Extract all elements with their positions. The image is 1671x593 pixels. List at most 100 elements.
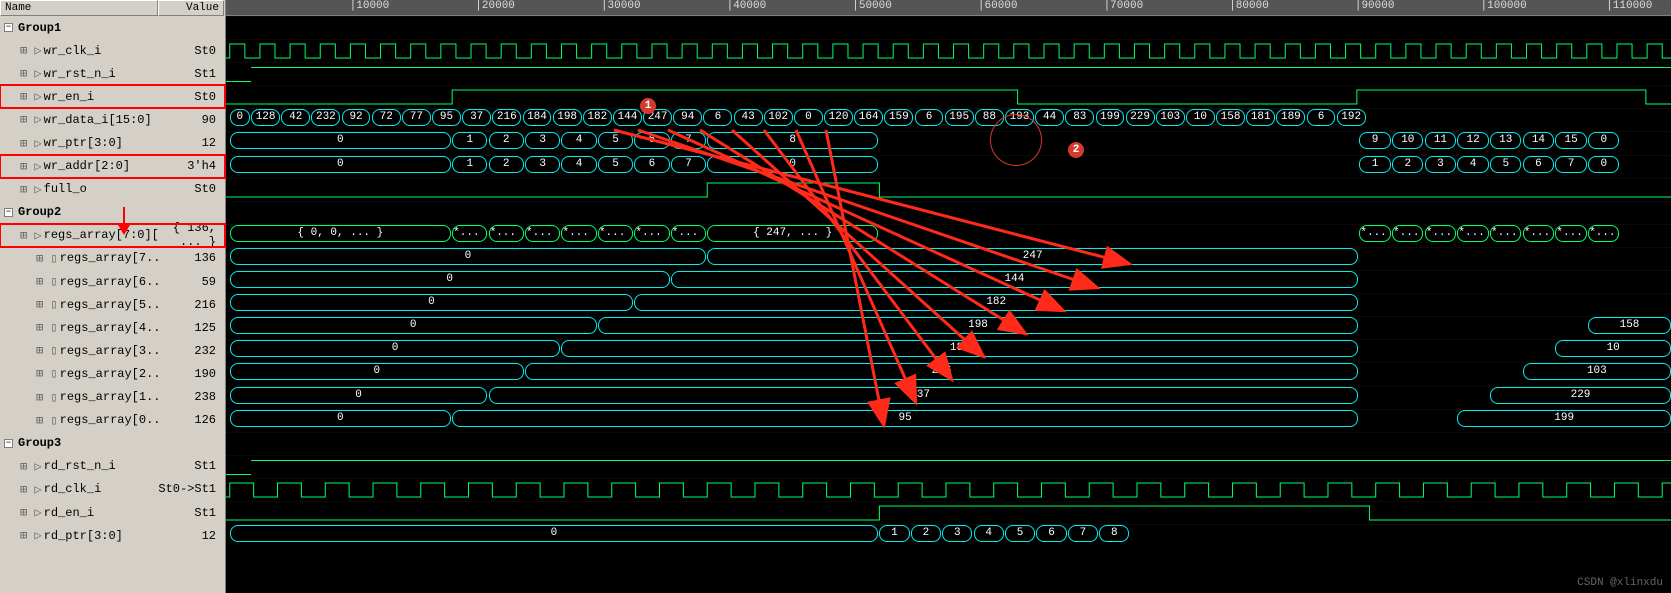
signal-row[interactable]: ⊞ ▯ regs_array[5...216 bbox=[0, 293, 225, 316]
signal-row[interactable]: ⊞ ▷ regs_array[7:0][...{ 136, ... } bbox=[0, 224, 225, 247]
bus-segment: 0 bbox=[794, 109, 823, 126]
ruler-tick: |60000 bbox=[978, 0, 1018, 12]
bus-segment: 229 bbox=[1490, 387, 1671, 404]
bus-segment: 2 bbox=[489, 132, 524, 149]
signal-value: St0->St1 bbox=[158, 482, 224, 496]
signal-row[interactable]: ⊞ ▯ regs_array[4...125 bbox=[0, 316, 225, 339]
bus-segment: { 247, ... } bbox=[707, 225, 878, 242]
bus-segment: 192 bbox=[1337, 109, 1366, 126]
bus-segment: 4 bbox=[974, 525, 1004, 542]
wave-row bbox=[226, 478, 1671, 501]
collapse-icon[interactable]: − bbox=[4, 23, 13, 32]
signal-tree: −Group1⊞ ▷ wr_clk_iSt0⊞ ▷ wr_rst_n_iSt1⊞… bbox=[0, 16, 225, 547]
signal-row[interactable]: ⊞ ▷ rd_en_iSt1 bbox=[0, 501, 225, 524]
signal-value: 232 bbox=[158, 344, 224, 358]
signal-value: 90 bbox=[158, 113, 224, 127]
bus-segment: 229 bbox=[1126, 109, 1155, 126]
signal-row[interactable]: ⊞ ▷ rd_clk_iSt0->St1 bbox=[0, 478, 225, 501]
signal-name: ⊞ ▷ rd_rst_n_i bbox=[0, 459, 158, 474]
bus-segment: 216 bbox=[525, 363, 1358, 380]
signal-row[interactable]: ⊞ ▷ full_oSt0 bbox=[0, 178, 225, 201]
signal-name: ⊞ ▯ regs_array[7... bbox=[0, 251, 158, 266]
bus-segment: *... } bbox=[561, 225, 596, 242]
waveform-area[interactable]: |10000|20000|30000|40000|50000|60000|700… bbox=[226, 0, 1671, 593]
signal-row[interactable]: ⊞ ▷ wr_clk_iSt0 bbox=[0, 39, 225, 62]
bus-segment: 0 bbox=[707, 156, 878, 173]
bus-segment: 1 bbox=[452, 156, 487, 173]
bus-segment: 0 bbox=[230, 387, 488, 404]
wave-row: 01234567891011121314150 bbox=[226, 131, 1671, 154]
bus-segment: 158 bbox=[1216, 109, 1245, 126]
bus-segment: 6 bbox=[1307, 109, 1336, 126]
col-name-header[interactable]: Name bbox=[0, 0, 158, 16]
signal-value: 238 bbox=[158, 390, 224, 404]
bus-segment: 120 bbox=[824, 109, 853, 126]
wave-row bbox=[226, 16, 1671, 39]
ruler-tick: |50000 bbox=[852, 0, 892, 12]
bus-segment: 189 bbox=[1276, 109, 1305, 126]
group-row[interactable]: −Group2 bbox=[0, 201, 225, 224]
wave-row bbox=[226, 432, 1671, 455]
bus-segment: 2 bbox=[1392, 156, 1423, 173]
signal-row[interactable]: ⊞ ▷ wr_addr[2:0]3'h4 bbox=[0, 155, 225, 178]
bus-segment: 43 bbox=[734, 109, 763, 126]
collapse-icon[interactable]: − bbox=[4, 439, 13, 448]
bus-segment: 95 bbox=[432, 109, 461, 126]
time-ruler[interactable]: |10000|20000|30000|40000|50000|60000|700… bbox=[226, 0, 1671, 16]
wave-row bbox=[226, 85, 1671, 108]
bus-segment: 37 bbox=[489, 387, 1359, 404]
bus-segment: 5 bbox=[598, 132, 633, 149]
signal-row[interactable]: ⊞ ▷ rd_ptr[3:0]12 bbox=[0, 524, 225, 547]
ruler-tick: |90000 bbox=[1355, 0, 1395, 12]
signal-name: −Group3 bbox=[0, 436, 158, 450]
signal-row[interactable]: ⊞ ▯ regs_array[6...59 bbox=[0, 270, 225, 293]
signal-row[interactable]: ⊞ ▷ wr_rst_n_iSt1 bbox=[0, 62, 225, 85]
signal-row[interactable]: ⊞ ▯ regs_array[2...190 bbox=[0, 362, 225, 385]
bus-segment: 77 bbox=[402, 109, 431, 126]
signal-row[interactable]: ⊞ ▯ regs_array[3...232 bbox=[0, 339, 225, 362]
signal-row[interactable]: ⊞ ▷ wr_ptr[3:0]12 bbox=[0, 131, 225, 154]
wave-row bbox=[226, 39, 1671, 62]
bus-segment: 4 bbox=[1457, 156, 1488, 173]
bus-segment: 158 bbox=[1588, 317, 1671, 334]
ruler-tick: |80000 bbox=[1229, 0, 1269, 12]
col-value-header[interactable]: Value bbox=[158, 0, 224, 16]
collapse-icon[interactable]: − bbox=[4, 208, 13, 217]
signal-value: St0 bbox=[158, 182, 224, 196]
signal-row[interactable]: ⊞ ▷ wr_en_iSt0 bbox=[0, 85, 225, 108]
bus-segment: 8 bbox=[1099, 525, 1129, 542]
group-row[interactable]: −Group1 bbox=[0, 16, 225, 39]
signal-row[interactable]: ⊞ ▷ wr_data_i[15:0]90 bbox=[0, 108, 225, 131]
bus-segment: 1 bbox=[1359, 156, 1390, 173]
signal-value: 216 bbox=[158, 298, 224, 312]
bus-segment: 0 bbox=[230, 248, 706, 265]
bus-segment: 44 bbox=[1035, 109, 1064, 126]
signal-name: ⊞ ▷ wr_en_i bbox=[0, 89, 158, 104]
bus-segment: 182 bbox=[634, 294, 1358, 311]
signal-value: St1 bbox=[158, 506, 224, 520]
annotation-arrow-icon bbox=[118, 225, 130, 235]
annotation-circle bbox=[990, 114, 1042, 166]
signal-row[interactable]: ⊞ ▯ regs_array[7...136 bbox=[0, 247, 225, 270]
bus-segment: 195 bbox=[945, 109, 974, 126]
bus-segment: 7 bbox=[1068, 525, 1098, 542]
group-row[interactable]: −Group3 bbox=[0, 432, 225, 455]
signal-name: ⊞ ▷ wr_data_i[15:0] bbox=[0, 112, 158, 127]
bus-segment: 5 bbox=[1005, 525, 1035, 542]
bus-segment: 1 bbox=[879, 525, 909, 542]
bus-segment: 10 bbox=[1392, 132, 1423, 149]
bus-segment: 83 bbox=[1065, 109, 1094, 126]
bus-segment: 10 bbox=[1186, 109, 1215, 126]
bus-segment: *... } bbox=[634, 225, 669, 242]
bus-segment: 247 bbox=[707, 248, 1358, 265]
bus-segment: 2 bbox=[911, 525, 941, 542]
signal-row[interactable]: ⊞ ▷ rd_rst_n_iSt1 bbox=[0, 455, 225, 478]
bus-segment: 6 bbox=[634, 132, 669, 149]
signal-row[interactable]: ⊞ ▯ regs_array[0...126 bbox=[0, 409, 225, 432]
signal-row[interactable]: ⊞ ▯ regs_array[1...238 bbox=[0, 386, 225, 409]
bus-segment: 6 bbox=[1036, 525, 1066, 542]
bus-segment: 0 bbox=[230, 340, 560, 357]
bus-segment: 5 bbox=[598, 156, 633, 173]
bus-segment: 3 bbox=[525, 156, 560, 173]
signal-name: ⊞ ▯ regs_array[0... bbox=[0, 413, 158, 428]
